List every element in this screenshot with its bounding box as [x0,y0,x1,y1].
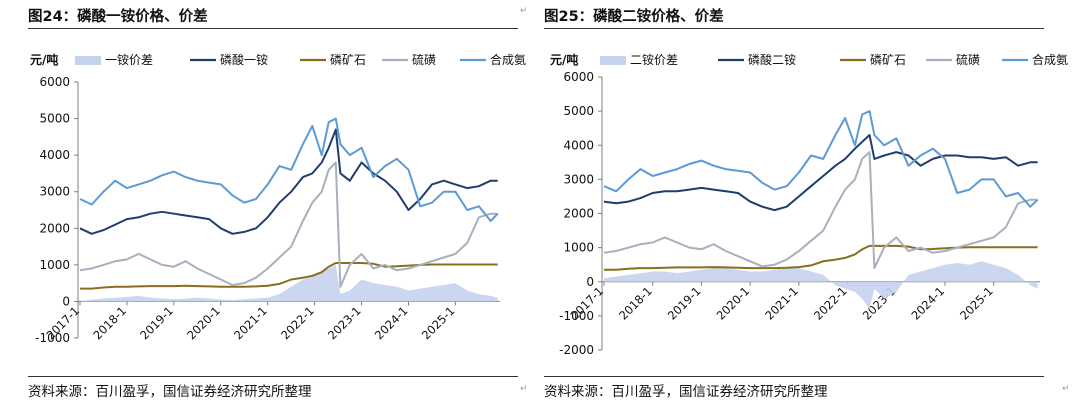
y-tick-label: -1000 [35,331,70,345]
legend-swatch [600,56,626,65]
chart-panel-di: 图25：磷酸二铵价格、价差 元/吨 二铵价差 磷酸二铵 磷矿石 硫磺 合成氨 -2000 -1… [540,0,1080,412]
x-tick-label: 2019-1 [137,304,176,343]
x-tick-label: 2025-1 [957,284,996,323]
x-tick-label: 2025-1 [419,304,458,343]
y-tick-label: 4000 [563,138,594,152]
series-line-硫磺 [79,161,498,288]
y-tick-label: 3000 [39,185,70,199]
series-line-磷矿石 [80,262,498,290]
series-line-磷矿石 [604,244,1038,271]
source-rule [544,376,1044,377]
series-line-磷酸二铵 [603,134,1038,212]
unit-label: 元/吨 [30,52,58,67]
legend-label: 磷酸二铵 [748,52,796,67]
legend-label: 硫磺 [956,52,980,67]
figure-title: 图25：磷酸二铵价格、价差 [544,9,724,25]
x-tick-label: 2018-1 [90,304,129,343]
y-tick-label: 2000 [39,221,70,235]
x-tick-label: 2022-1 [278,304,317,343]
paragraph-mark-icon: ↵ [520,6,528,16]
y-tick-label: 3000 [563,172,594,186]
x-tick-label: 2022-1 [811,284,850,323]
figure-title: 图24：磷酸一铵价格、价差 [28,9,208,25]
series-line-合成氨 [603,110,1039,208]
y-tick-label: 0 [586,275,594,289]
title-rule [544,28,1044,29]
paragraph-mark-icon: ↵ [1062,384,1070,394]
legend-label: 一铵价差 [105,52,153,67]
legend-label: 磷酸一铵 [220,52,268,67]
y-tick-label: 2000 [563,207,594,221]
x-tick-label: 2020-1 [184,304,223,343]
source-rule [28,376,518,377]
x-tick-label: 2024-1 [908,284,947,323]
x-tick-label: 2018-1 [616,284,655,323]
series-line-磷酸一铵 [79,128,498,235]
series-line-硫磺 [603,151,1038,270]
series-area-二铵价差 [604,261,1038,310]
y-tick-label: 4000 [39,148,70,162]
series-line-合成氨 [79,117,499,222]
unit-label: 元/吨 [550,52,578,67]
title-rule [28,28,518,29]
x-tick-label: 2021-1 [762,284,801,323]
source-note: 资料来源：百川盈孚，国信证券经济研究所整理 [544,384,828,400]
x-tick-label: 2021-1 [231,304,270,343]
source-note: 资料来源：百川盈孚，国信证券经济研究所整理 [28,384,312,400]
y-tick-label: -2000 [559,343,594,357]
y-tick-label: 5000 [563,104,594,118]
chart-panel-mono: 图24：磷酸一铵价格、价差 ↵ 元/吨 一铵价差 磷酸一铵 磷矿石 硫磺 合成氨 -1000… [28,6,528,400]
legend-label: 磷矿石 [330,52,366,67]
y-tick-label: -1000 [559,309,594,323]
chart-svg: 元/吨 二铵价差 磷酸二铵 磷矿石 硫磺 合成氨 -2000 -1000 0 1000 2000 30… [550,52,1068,357]
x-tick-label: 2023-1 [325,304,364,343]
y-tick-label: 0 [62,294,70,308]
paragraph-mark-icon: ↵ [520,384,528,394]
x-tick-label: 2024-1 [372,304,411,343]
y-tick-label: 1000 [39,258,70,272]
chart-svg: 元/吨 一铵价差 磷酸一铵 磷矿石 硫磺 合成氨 -1000 0 1000 2000 3000 400… [30,52,526,345]
y-tick-label: 1000 [563,241,594,255]
series-area-一铵价差 [80,264,498,302]
legend-swatch [75,56,101,65]
legend-label: 磷矿石 [870,52,906,67]
y-tick-label: 6000 [39,75,70,89]
legend-label: 二铵价差 [630,52,678,67]
x-tick-label: 2019-1 [665,284,704,323]
y-tick-label: 5000 [39,112,70,126]
legend-label: 硫磺 [412,52,436,67]
legend-label: 合成氨 [490,52,526,67]
y-tick-label: 6000 [563,70,594,84]
legend-label: 合成氨 [1032,52,1068,67]
x-tick-label: 2020-1 [714,284,753,323]
